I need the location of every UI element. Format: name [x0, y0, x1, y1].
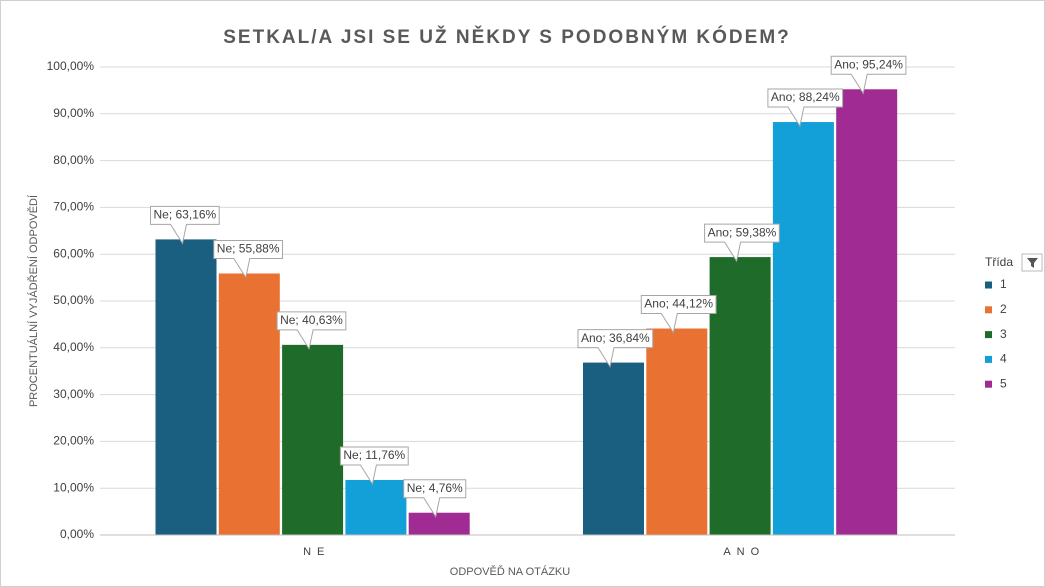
y-tick-label: 20,00%: [53, 434, 94, 448]
legend-swatch: [985, 355, 992, 363]
data-label: Ne; 40,63%: [276, 311, 347, 351]
data-label-callout: [577, 329, 654, 368]
y-tick-label: 30,00%: [53, 387, 94, 401]
legend-label: 1: [1000, 277, 1007, 291]
y-tick-label: 100,00%: [47, 59, 95, 73]
y-tick-label: 80,00%: [53, 153, 94, 167]
legend-label: 5: [1000, 376, 1007, 390]
data-label-text: Ne; 11,76%: [343, 448, 405, 462]
legend-swatch: [985, 380, 992, 388]
data-label: Ano; 36,84%: [577, 329, 654, 368]
legend-swatch: [985, 281, 992, 289]
data-label: Ano; 88,24%: [767, 88, 844, 128]
data-label-callout: [213, 239, 284, 279]
bar: [282, 344, 344, 535]
data-label: Ne; 63,16%: [150, 205, 220, 245]
bar: [345, 479, 407, 535]
legend-label: 3: [1000, 327, 1007, 341]
data-label: Ne; 55,88%: [213, 239, 284, 279]
data-label-callout: [150, 205, 220, 245]
x-tick-label: NE: [303, 546, 330, 558]
bar: [218, 273, 280, 535]
data-label: Ano; 44,12%: [640, 295, 717, 334]
legend-label: 2: [1000, 302, 1007, 316]
bar: [408, 512, 470, 535]
data-label-text: Ne; 4,76%: [407, 481, 463, 495]
data-label-callout: [339, 446, 409, 486]
data-label-callout: [403, 479, 467, 519]
data-label-callout: [767, 88, 844, 128]
data-label: Ne; 11,76%: [339, 446, 409, 486]
data-label-text: Ne; 40,63%: [280, 313, 343, 327]
data-label-text: Ne; 55,88%: [217, 242, 280, 256]
data-label: Ano; 59,38%: [704, 223, 780, 263]
data-label-text: Ano; 59,38%: [708, 225, 777, 239]
data-label-text: Ano; 36,84%: [581, 331, 650, 345]
data-label: Ano; 95,24%: [830, 55, 907, 95]
y-tick-label: 50,00%: [53, 293, 94, 307]
legend-swatch: [985, 306, 992, 314]
data-label-callout: [276, 311, 347, 351]
data-label-callout: [704, 223, 780, 263]
chart-title: SETKAL/A JSI SE UŽ NĚKDY S PODOBNÝM KÓDE…: [223, 26, 791, 48]
legend-filter-button[interactable]: [1021, 253, 1043, 272]
bar: [772, 122, 834, 535]
y-tick-label: 0,00%: [60, 527, 94, 541]
legend-swatch: [985, 331, 992, 339]
y-tick-label: 10,00%: [53, 480, 94, 494]
data-label-callout: [830, 55, 907, 95]
y-tick-label: 90,00%: [53, 106, 94, 120]
data-label: Ne; 4,76%: [403, 479, 467, 519]
data-label-text: Ne; 63,16%: [154, 208, 217, 222]
data-label-text: Ano; 44,12%: [644, 297, 713, 311]
y-tick-label: 60,00%: [53, 246, 94, 260]
legend-title: Třída: [985, 255, 1013, 269]
legend-label: 4: [1000, 352, 1007, 366]
bar: [583, 362, 644, 535]
bar: [155, 239, 217, 535]
data-label-callout: [640, 295, 717, 334]
filter-icon: [1027, 258, 1038, 268]
bar: [709, 257, 771, 535]
bar: [646, 328, 708, 535]
data-label-text: Ano; 95,24%: [834, 57, 903, 71]
bar: [836, 89, 898, 536]
x-tick-label: ANO: [723, 546, 765, 558]
y-tick-label: 40,00%: [53, 340, 94, 354]
x-axis-title: ODPOVĚĎ NA OTÁZKU: [450, 565, 570, 578]
y-axis-title: PROCENTUÁLNÍ VYJÁDŘENÍ ODPOVĚDÍ: [27, 194, 40, 407]
y-tick-label: 70,00%: [53, 200, 94, 214]
data-label-text: Ano; 88,24%: [771, 90, 840, 104]
